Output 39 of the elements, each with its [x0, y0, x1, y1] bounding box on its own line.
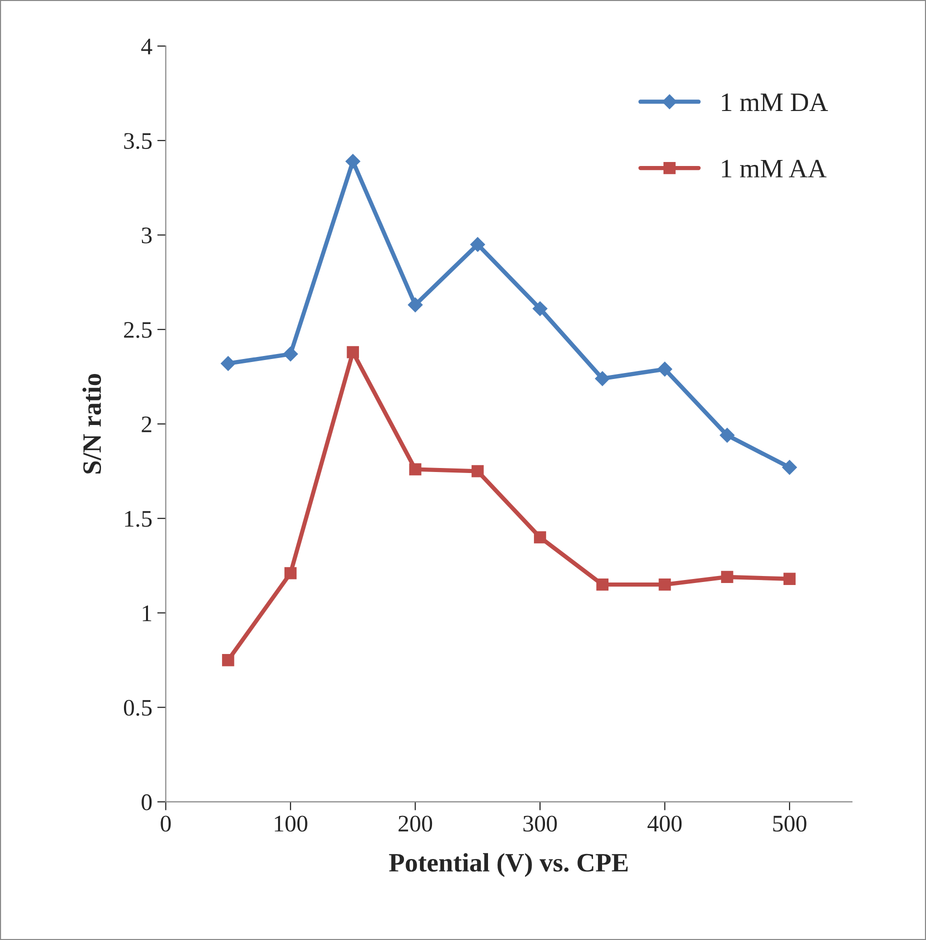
x-tick-label: 400	[648, 816, 682, 832]
point	[596, 578, 608, 591]
x-tick-label: 200	[398, 816, 432, 832]
point	[283, 346, 298, 362]
legend-label: 1 mM DA	[722, 94, 828, 112]
x-tick-label: 500	[773, 816, 806, 832]
x-tick-label: 0	[160, 816, 171, 832]
y-tick-label: 1	[142, 605, 152, 622]
y-tick-label: 4	[141, 38, 152, 54]
point	[470, 237, 486, 252]
point	[408, 298, 423, 312]
point	[782, 460, 797, 475]
point	[657, 362, 672, 377]
y-tick-label: 1.5	[125, 511, 152, 527]
point	[284, 567, 297, 580]
x-tick-label: 300	[523, 816, 557, 832]
y-tick-label: 0	[142, 794, 152, 810]
x-tick-label: 100	[274, 816, 308, 832]
y-tick-label: 2	[142, 416, 152, 432]
point	[720, 428, 735, 443]
y-tick-label: 3	[142, 228, 152, 244]
point	[783, 572, 796, 585]
point	[409, 463, 422, 476]
point	[220, 356, 236, 371]
point	[345, 154, 360, 169]
point	[532, 301, 548, 316]
point	[595, 371, 610, 386]
y-tick-label: 0.5	[124, 700, 152, 716]
y-tick-label: 2.5	[124, 322, 152, 338]
point	[658, 578, 671, 591]
point	[534, 531, 546, 544]
point	[346, 346, 359, 358]
point	[721, 570, 734, 584]
y-tick-label: 3.5	[124, 133, 152, 150]
x-axis-title: Potential (V) vs. CPE	[389, 853, 628, 878]
point	[472, 465, 484, 478]
y-axis-title: S/N ratio	[82, 374, 102, 474]
point	[222, 654, 234, 666]
legend-label: 1 mM AA	[722, 160, 827, 178]
